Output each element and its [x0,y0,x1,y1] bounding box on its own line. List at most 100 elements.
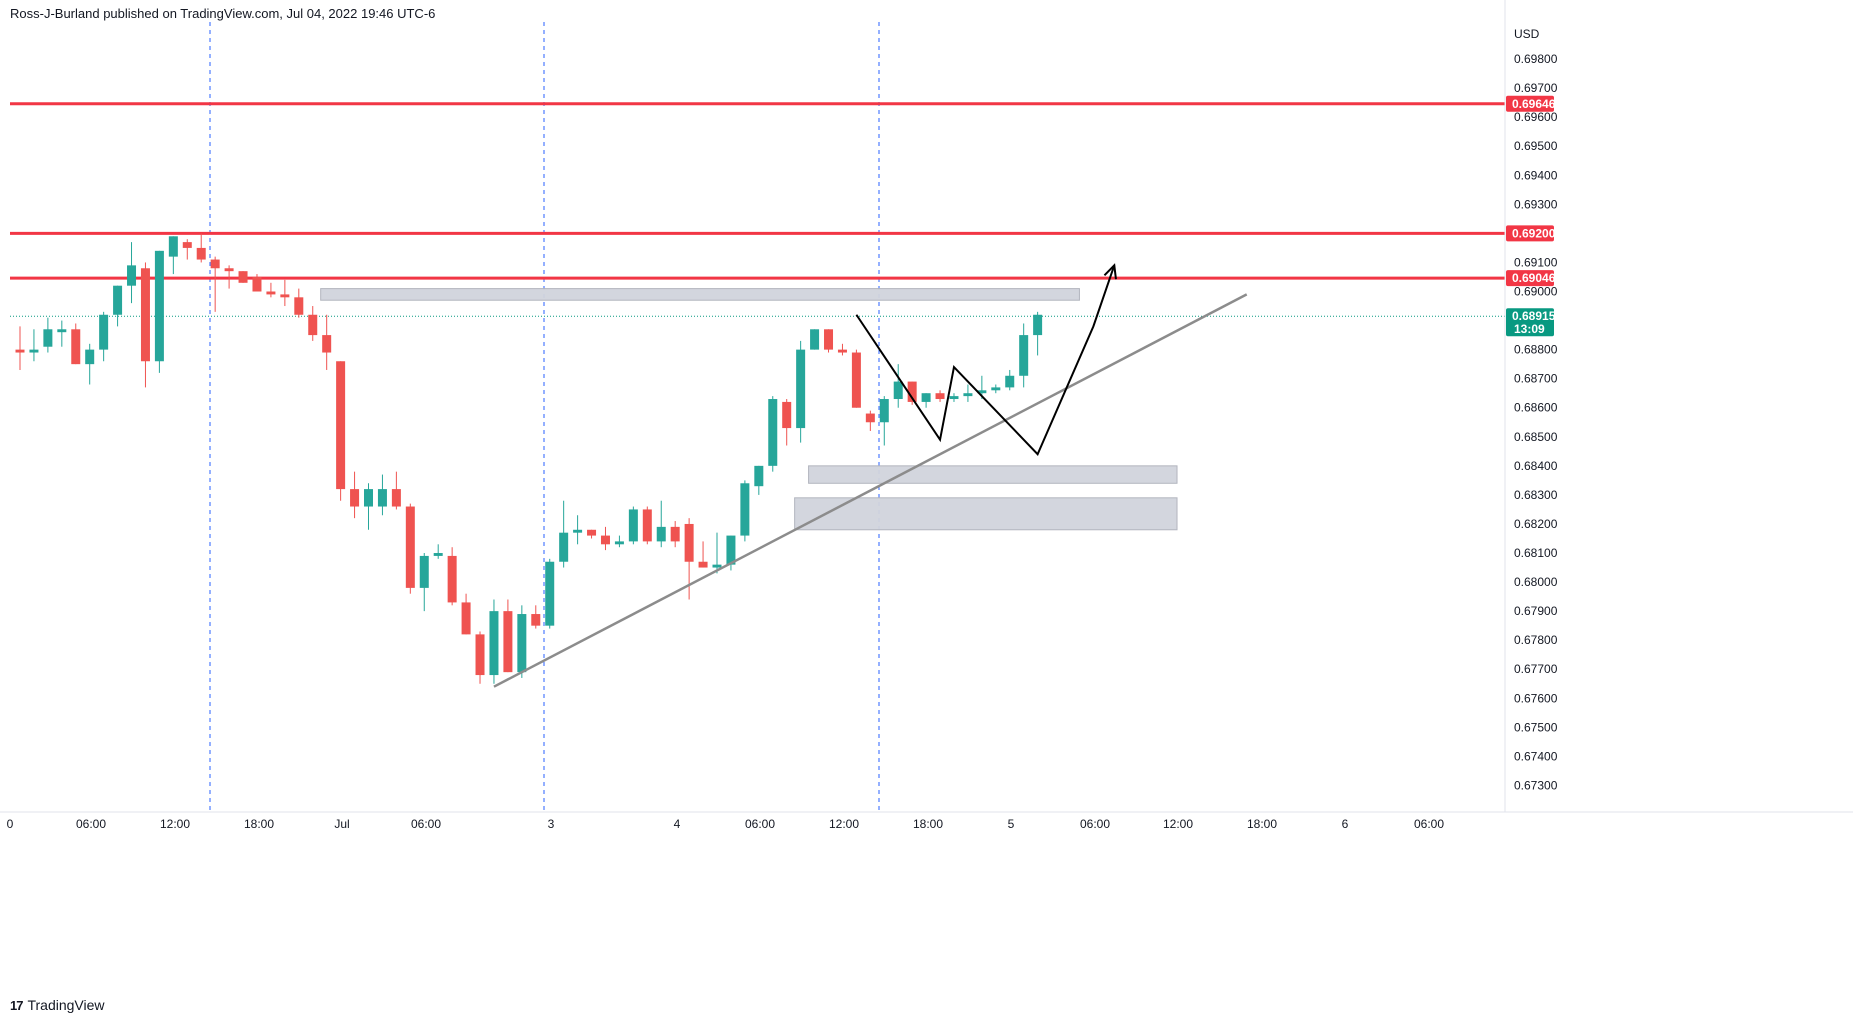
candle [517,605,527,678]
drawings[interactable] [493,263,1248,688]
horizontal-levels[interactable] [10,102,1505,317]
candle-body [782,401,792,429]
candle-body [336,361,346,490]
candle [935,390,945,402]
candle-body [85,349,95,365]
level-price-tag[interactable] [1506,225,1554,242]
y-tick-label: 0.69800 [1514,52,1558,66]
y-tick-label: 0.68300 [1514,488,1558,502]
candle-body [837,349,847,353]
candle-body [517,614,527,673]
candle-body [15,349,25,353]
x-tick-label: 12:00 [160,817,190,831]
price-chart[interactable]: USD 0.69800 0.69700 0.69600 0.69500 0.69400 0.… [0,0,1853,990]
candle-body [963,393,973,397]
candle [210,256,220,312]
candle [796,340,806,443]
candle [336,361,346,501]
price-axis[interactable]: USD 0.69800 0.69700 0.69600 0.69500 0.69400 0.… [1504,0,1558,812]
candle-body [824,329,834,350]
candle-body [29,349,39,353]
candle-body [405,506,415,588]
y-tick-label: 0.68400 [1514,459,1558,473]
current-price-tag[interactable] [1506,308,1554,337]
candle [991,384,1001,394]
candle [43,317,53,353]
tradingview-footer[interactable]: 17 TradingView [10,997,105,1013]
level-price-tag[interactable] [1506,270,1554,287]
y-tick-label: 0.67900 [1514,604,1558,618]
candle-body [322,335,332,353]
zones[interactable] [320,288,1178,531]
level-price-tag-label: 0.69046 [1512,271,1556,285]
y-tick-label: 0.69400 [1514,168,1558,182]
candle-body [43,329,53,347]
candle [1005,369,1015,391]
candle-body [893,381,903,400]
candle-body [503,611,513,673]
candle-body [99,314,109,350]
candle-body [475,634,485,676]
candle [140,262,150,388]
level-price-tag-label: 0.69200 [1512,226,1556,240]
candle [475,631,485,684]
candle [893,364,903,408]
time-axis[interactable]: 0 06:00 12:00 18:00 Jul 06:00 3 4 06:00 12:00 18:0… [0,811,1853,831]
candle-body [294,297,304,315]
pattern-path[interactable] [855,265,1116,457]
zone-rect-2[interactable] [794,497,1178,531]
candle [921,393,931,408]
candle-body [768,399,778,466]
candle [238,271,248,283]
level-price-tag-label: 0.69646 [1512,97,1556,111]
x-tick-label: 5 [1008,817,1015,831]
y-tick-label: 0.67700 [1514,662,1558,676]
candle [168,236,178,275]
candle [712,532,722,574]
y-tick-label: 0.67800 [1514,633,1558,647]
zone-rect-0[interactable] [320,288,1080,301]
y-tick-label: 0.67400 [1514,749,1558,763]
candle [15,326,25,370]
y-tick-label: 0.68700 [1514,372,1558,386]
candle-body [656,526,666,542]
candle [879,396,889,446]
candle-body [587,529,597,536]
candle [768,396,778,472]
y-tick-label: 0.69000 [1514,285,1558,299]
session-separators [209,22,880,810]
candle-body [308,314,318,336]
level-price-tag[interactable] [1506,95,1554,112]
y-tick-label: 0.69600 [1514,110,1558,124]
candle [614,535,624,548]
candle-body [698,561,708,568]
candle-body [154,250,164,362]
candle-body [196,247,206,260]
candle-body [71,329,81,365]
x-tick-label: 3 [548,817,555,831]
candle [1033,311,1043,356]
candle [433,544,443,559]
candle [559,500,569,568]
candle [865,410,875,431]
candle-body [949,396,959,400]
candle-body [935,393,945,400]
candle-body [350,489,360,507]
candle [294,288,304,318]
candle-body [1005,375,1015,388]
candle-body [754,465,764,487]
candle [963,384,973,402]
zone-rect-1[interactable] [808,465,1178,484]
x-tick-label: 6 [1342,817,1349,831]
candle [461,593,471,635]
candle-body [531,614,541,626]
candle [810,329,820,350]
candle [503,599,513,673]
candle-body [879,399,889,423]
trendline[interactable] [493,293,1248,688]
candle-body [712,564,722,568]
candle [656,500,666,548]
current-price-label: 0.68915 [1512,309,1556,323]
y-tick-label: 0.69500 [1514,139,1558,153]
x-tick-label: 18:00 [244,817,274,831]
